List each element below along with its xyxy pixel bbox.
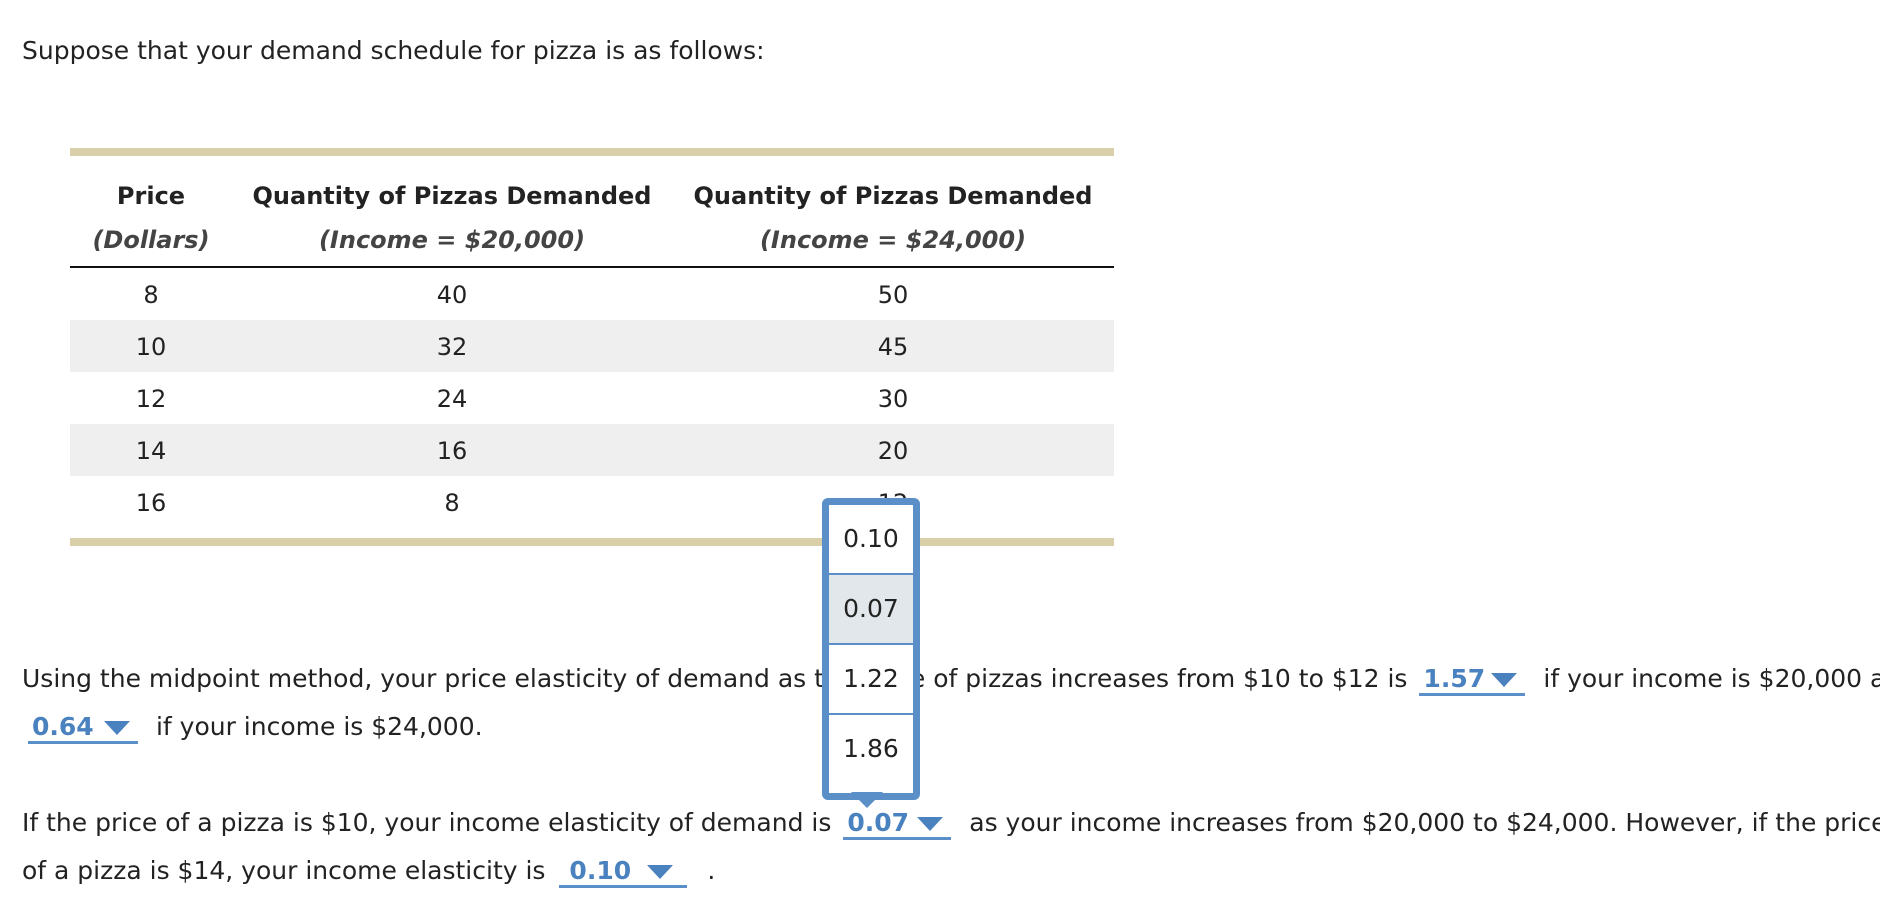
question-price-elasticity-line2: 0.64 if your income is $24,000. <box>28 712 483 744</box>
table-row: 14 16 20 <box>70 424 1114 476</box>
header-price-title: Price <box>116 182 186 210</box>
income-elasticity-price10-dropdown[interactable]: 0.07 <box>843 808 952 840</box>
header-qty-24000-income: (Income = $24,000) <box>759 226 1027 254</box>
intro-text: Suppose that your demand schedule for pi… <box>22 36 765 65</box>
table-row: 8 40 50 <box>70 268 1114 320</box>
dropdown-option[interactable]: 1.22 <box>843 664 899 693</box>
dropdown-option[interactable]: 1.86 <box>843 734 899 763</box>
qty-24000-cell: 20 <box>877 437 909 465</box>
price-cell: 14 <box>135 437 167 465</box>
table-top-rule <box>70 148 1114 156</box>
qty-24000-cell: 30 <box>877 385 909 413</box>
question-price-elasticity: Using the midpoint method, your price el… <box>22 664 1880 696</box>
dropdown-value: 0.07 <box>847 808 909 837</box>
q2-text-4: . <box>707 856 716 885</box>
qty-24000-cell: 50 <box>877 281 909 309</box>
qty-20000-cell: 16 <box>436 437 468 465</box>
price-cell: 10 <box>135 333 167 361</box>
q2-text-1: If the price of a pizza is $10, your inc… <box>22 808 832 837</box>
price-elasticity-24000-dropdown[interactable]: 0.64 <box>28 712 138 744</box>
income-elasticity-price14-dropdown[interactable]: 0.10 <box>559 856 688 888</box>
question-income-elasticity-line2: of a pizza is $14, your income elasticit… <box>22 856 715 888</box>
price-cell: 8 <box>143 281 159 309</box>
dropdown-option[interactable]: 0.10 <box>843 524 899 553</box>
option-divider <box>829 643 913 645</box>
dropdown-options-popup: 0.10 0.07 1.22 1.86 <box>822 498 920 800</box>
qty-24000-cell: 45 <box>877 333 909 361</box>
header-price-unit: (Dollars) <box>92 226 210 254</box>
qty-20000-cell: 32 <box>436 333 468 361</box>
dropdown-option-selected[interactable]: 0.07 <box>829 575 913 643</box>
header-qty-24000-title: Quantity of Pizzas Demanded <box>693 182 1093 210</box>
header-qty-20000-title: Quantity of Pizzas Demanded <box>252 182 652 210</box>
dropdown-value: 0.64 <box>32 712 94 741</box>
dropdown-value: 0.10 <box>569 856 632 885</box>
chevron-down-icon <box>104 721 130 735</box>
option-divider <box>829 713 913 715</box>
q1-text-3: if your income is $24,000. <box>155 712 483 741</box>
dropdown-value: 1.57 <box>1423 664 1486 693</box>
table-header: Price (Dollars) Quantity of Pizzas Deman… <box>70 156 1114 268</box>
chevron-down-icon <box>1491 673 1518 687</box>
option-divider <box>829 573 913 575</box>
price-elasticity-20000-dropdown[interactable]: 1.57 <box>1419 664 1526 696</box>
q1-text-1: Using the midpoint method, your price el… <box>22 664 1408 693</box>
chevron-down-icon <box>917 817 944 831</box>
q2-text-2: as your income increases from $20,000 to… <box>969 808 1880 837</box>
table-row: 16 8 12 <box>70 476 1114 528</box>
qty-20000-cell: 8 <box>444 489 460 517</box>
table-bottom-rule <box>70 538 1114 546</box>
header-qty-20000-income: (Income = $20,000) <box>318 226 586 254</box>
q2-text-3: of a pizza is $14, your income elasticit… <box>22 856 546 885</box>
popup-pointer-icon <box>851 792 883 808</box>
chevron-down-icon <box>647 865 674 879</box>
price-cell: 12 <box>135 385 167 413</box>
table-row: 12 24 30 <box>70 372 1114 424</box>
demand-schedule-table: Price (Dollars) Quantity of Pizzas Deman… <box>70 148 1114 546</box>
table-row: 10 32 45 <box>70 320 1114 372</box>
qty-20000-cell: 24 <box>436 385 468 413</box>
price-cell: 16 <box>135 489 167 517</box>
qty-20000-cell: 40 <box>436 281 468 309</box>
question-income-elasticity: If the price of a pizza is $10, your inc… <box>22 808 1880 840</box>
q1-text-2: if your income is $20,000 and <box>1543 664 1880 693</box>
